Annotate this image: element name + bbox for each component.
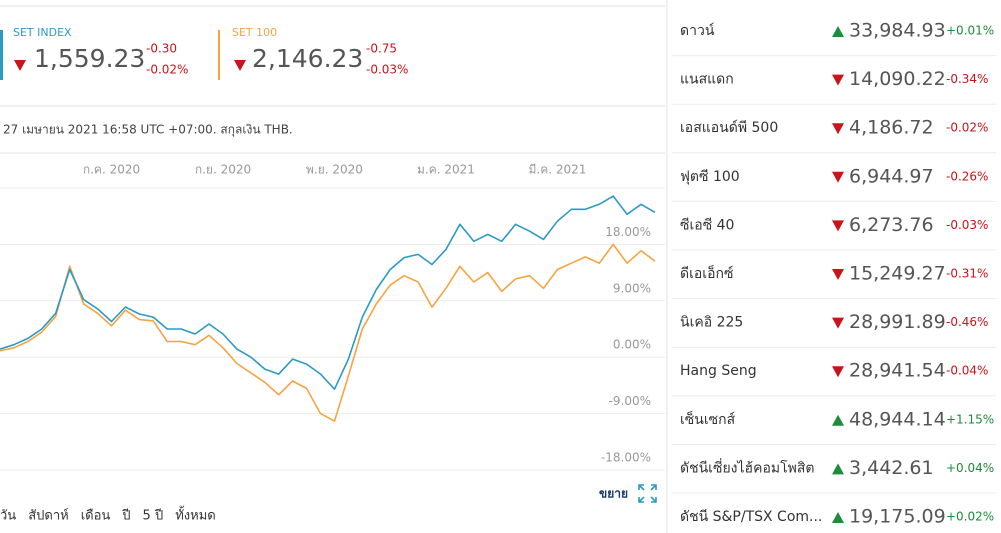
down-arrow — [832, 171, 844, 183]
market-name[interactable]: นิเคอิ 225 — [680, 315, 743, 331]
range-button[interactable]: วัน — [0, 509, 16, 524]
x-tick-label: ก.ย. 2020 — [195, 163, 251, 177]
x-tick-label: มี.ค. 2021 — [528, 163, 586, 177]
expand-button[interactable]: ขยาย — [599, 487, 628, 501]
up-arrow — [832, 512, 844, 523]
up-arrow — [832, 414, 844, 426]
down-arrow — [14, 60, 26, 71]
market-change: -0.03% — [946, 218, 988, 232]
y-tick-label: -18.00% — [601, 451, 651, 465]
quote-change: -0.30 — [146, 42, 177, 56]
market-name[interactable]: ซีเอซี 40 — [680, 217, 734, 233]
y-tick-label: 0.00% — [613, 338, 651, 352]
quote-value: 1,559.23 — [34, 44, 145, 73]
down-arrow — [832, 317, 844, 329]
range-button[interactable]: ปี — [121, 508, 130, 524]
quote-accent — [0, 30, 3, 80]
market-value: 48,944.14 — [849, 408, 946, 430]
market-change: -0.34% — [946, 72, 988, 86]
quote-change-percent: -0.02% — [146, 63, 188, 77]
market-name[interactable]: Hang Seng — [680, 363, 757, 379]
up-arrow — [832, 26, 844, 37]
market-value: 33,984.93 — [849, 20, 946, 42]
market-change: +0.04% — [946, 461, 994, 475]
market-value: 28,941.54 — [849, 360, 946, 382]
market-value: 6,944.97 — [849, 165, 934, 187]
down-arrow — [832, 74, 844, 86]
x-tick-label: พ.ย. 2020 — [306, 163, 363, 177]
market-value: 4,186.72 — [849, 117, 934, 139]
y-tick-label: -9.00% — [609, 394, 651, 408]
market-change: +0.01% — [946, 24, 994, 38]
market-name[interactable]: ฟุตซี 100 — [680, 169, 740, 185]
market-change: -0.04% — [946, 364, 988, 378]
market-name[interactable]: เอสแอนด์พี 500 — [680, 119, 778, 136]
market-name[interactable]: แนสแดก — [680, 72, 734, 88]
market-change: +0.02% — [946, 510, 994, 524]
quote-change-percent: -0.03% — [366, 63, 408, 77]
quote-value: 2,146.23 — [252, 44, 363, 73]
market-value: 19,175.09 — [849, 506, 946, 528]
market-name[interactable]: เซ็นเซกส์ — [680, 410, 736, 428]
quote-name: SET INDEX — [13, 26, 72, 39]
x-tick-label: ก.ค. 2020 — [83, 163, 140, 177]
down-arrow — [832, 269, 844, 280]
market-value: 28,991.89 — [849, 311, 946, 333]
series-line — [0, 195, 656, 390]
quote-name: SET 100 — [232, 26, 277, 39]
market-name[interactable]: ดาวน์ — [680, 22, 715, 39]
range-button[interactable]: ทั้งหมด — [175, 506, 216, 524]
market-name[interactable]: ดัชนี S&P/TSX Com... — [680, 509, 822, 525]
range-button[interactable]: เดือน — [81, 508, 111, 524]
down-arrow — [832, 123, 844, 135]
market-name[interactable]: ดัชนีเซี่ยงไฮ้คอมโพสิต — [680, 458, 814, 476]
quote-accent — [218, 30, 220, 80]
market-value: 15,249.27 — [849, 263, 946, 285]
market-change: -0.46% — [946, 315, 988, 329]
series-line — [0, 243, 656, 422]
market-change: -0.26% — [946, 169, 988, 183]
down-arrow — [832, 220, 844, 232]
y-tick-label: 18.00% — [605, 225, 651, 239]
range-button[interactable]: 5 ปี — [143, 508, 164, 524]
market-change: -0.31% — [946, 267, 988, 281]
range-button[interactable]: สัปดาห์ — [28, 508, 69, 524]
y-tick-label: 9.00% — [613, 281, 651, 295]
quote-change: -0.75 — [366, 42, 397, 56]
down-arrow — [832, 366, 844, 378]
market-value: 14,090.22 — [849, 68, 946, 90]
market-value: 3,442.61 — [849, 457, 934, 479]
market-value: 6,273.76 — [849, 214, 934, 236]
market-change: +1.15% — [946, 412, 994, 426]
up-arrow — [832, 463, 844, 475]
expand-icon[interactable] — [638, 484, 657, 503]
market-name[interactable]: ดีเอเอ็กซ์ — [680, 264, 733, 282]
market-change: -0.02% — [946, 121, 988, 135]
down-arrow — [234, 60, 246, 71]
x-tick-label: ม.ค. 2021 — [417, 163, 475, 177]
timestamp: 27 เมษายน 2021 16:58 UTC +07:00. สกุลเงิ… — [3, 123, 293, 138]
